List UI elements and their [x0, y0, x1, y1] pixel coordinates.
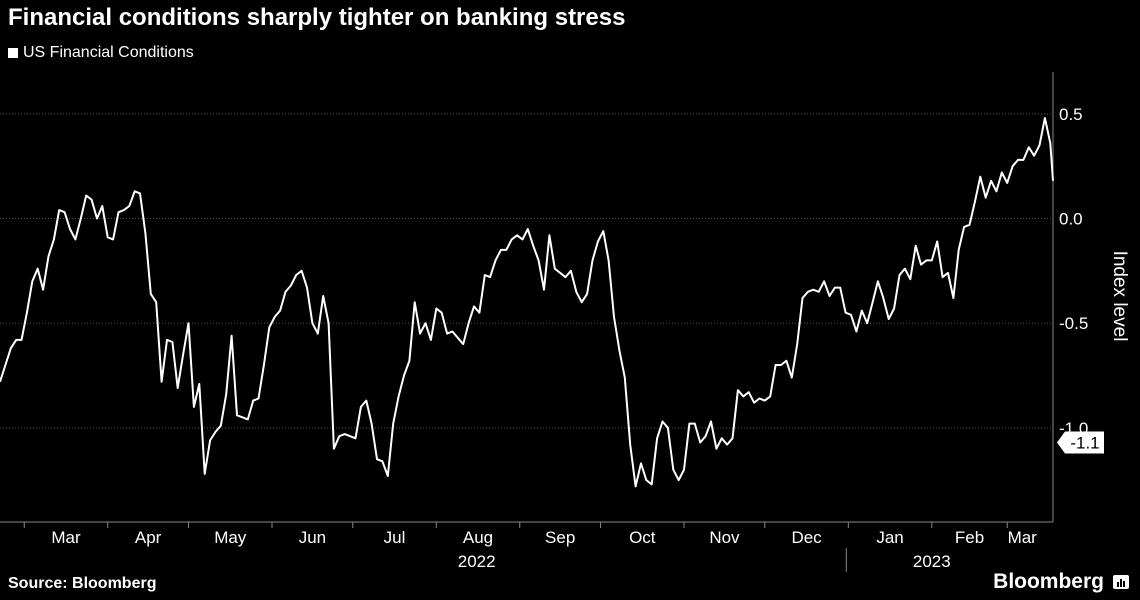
x-tick-label: Apr	[135, 528, 162, 547]
year-label: 2022	[458, 552, 496, 571]
brand-name: Bloomberg	[993, 570, 1104, 593]
brand-logo: Bloomberg	[993, 570, 1130, 594]
chart-title: Financial conditions sharply tighter on …	[8, 4, 626, 31]
x-tick-label: Mar	[51, 528, 81, 547]
series-line	[0, 117, 1054, 488]
source-note: Source: Bloomberg	[8, 575, 157, 592]
x-tick-label: Dec	[791, 528, 822, 547]
year-label: 2023	[913, 552, 951, 571]
x-tick-label: Oct	[629, 528, 656, 547]
x-tick-label: May	[214, 528, 247, 547]
last-value-label: -1.1	[1070, 433, 1099, 452]
x-tick-label: Feb	[955, 528, 984, 547]
x-tick-label: Jan	[876, 528, 903, 547]
x-tick-label: Jun	[299, 528, 326, 547]
last-value-badge	[1057, 431, 1104, 454]
legend-swatch	[8, 48, 18, 58]
bloomberg-terminal-icon	[1113, 575, 1129, 589]
y-axis-title: Index level	[1109, 251, 1130, 342]
y-tick-label: 0.0	[1059, 210, 1083, 229]
y-tick-label: 0.5	[1059, 105, 1083, 124]
x-tick-label: Jul	[384, 528, 406, 547]
x-tick-label: Mar	[1008, 528, 1038, 547]
legend-label: US Financial Conditions	[23, 44, 194, 61]
legend: US Financial Conditions	[8, 44, 194, 62]
x-tick-label: Aug	[463, 528, 493, 547]
x-tick-label: Sep	[545, 528, 575, 547]
x-tick-label: Nov	[709, 528, 740, 547]
y-tick-label: -0.5	[1059, 314, 1088, 333]
